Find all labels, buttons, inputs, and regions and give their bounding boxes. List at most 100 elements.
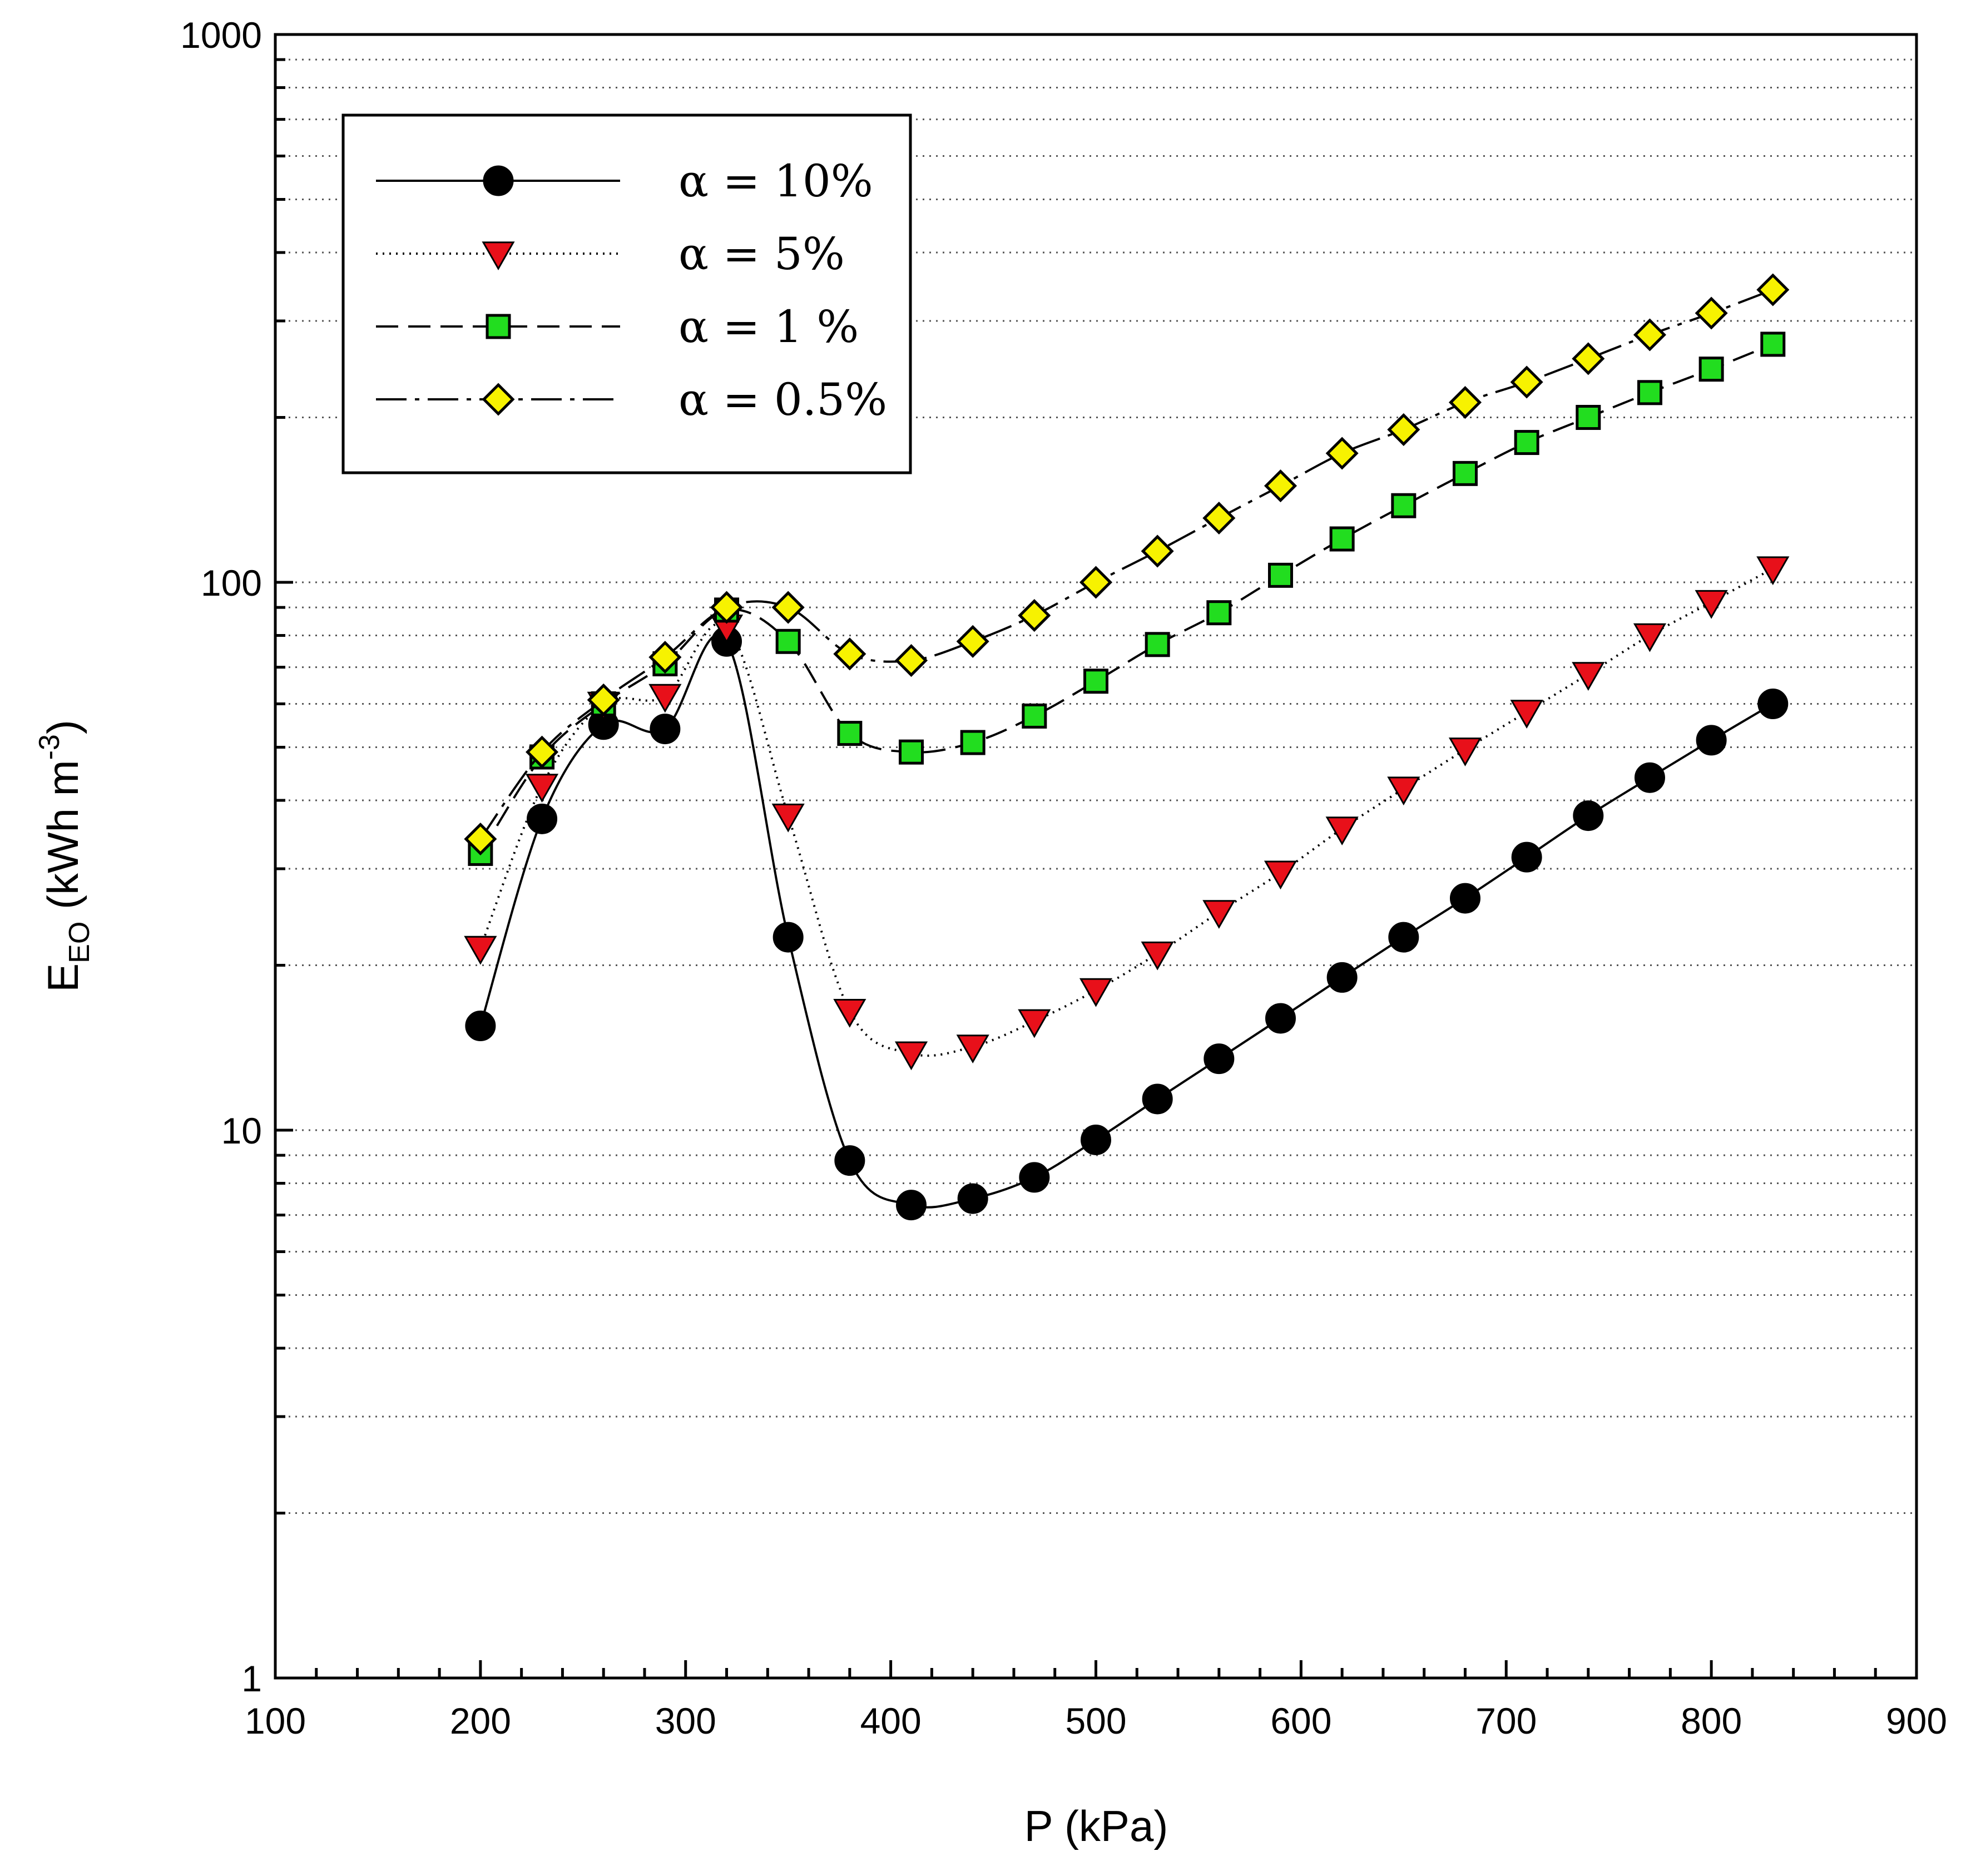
data-point (837, 721, 863, 746)
data-point (1325, 437, 1359, 470)
data-point (775, 628, 801, 654)
data-point (833, 999, 866, 1028)
data-point (956, 1034, 989, 1064)
y-axis-title: EEO (kWh m-3) (33, 720, 96, 992)
legend: α = 10% α = 5% α = 1 % α = 0.5% (341, 113, 912, 474)
data-point (1141, 941, 1174, 971)
data-point (1756, 273, 1790, 306)
legend-marker (482, 383, 515, 416)
legend-entry-1: α = 10% (376, 155, 873, 207)
data-point (525, 774, 559, 803)
data-point (957, 1183, 988, 1214)
data-point (587, 683, 620, 716)
data-point (1633, 318, 1666, 352)
data-point (1572, 662, 1605, 691)
x-tick-label: 500 (1065, 1700, 1126, 1741)
x-tick-label: 400 (860, 1700, 922, 1741)
data-point (1452, 461, 1478, 486)
data-point (1511, 842, 1542, 873)
legend-entry-4: α = 0.5% (376, 374, 887, 425)
data-point (1022, 703, 1047, 729)
data-point (1576, 404, 1601, 430)
legend-box (341, 113, 912, 474)
data-point (1265, 1003, 1296, 1034)
tick-labels: 100 200 300 400 500 600 700 800 900 1 10 100 1000 (180, 14, 1947, 1741)
x-tick-label: 900 (1886, 1700, 1947, 1741)
data-point (1142, 1083, 1173, 1115)
data-point (771, 803, 805, 833)
data-point (648, 641, 682, 674)
data-point (1756, 556, 1790, 586)
legend-marker (483, 165, 514, 196)
data-point (1079, 978, 1113, 1007)
data-point (772, 922, 804, 953)
x-tick-label: 200 (450, 1700, 511, 1741)
data-point (1326, 962, 1358, 993)
data-point (1391, 493, 1417, 518)
series-1 (465, 626, 1789, 1221)
data-point (464, 935, 497, 965)
data-point (1264, 860, 1298, 890)
data-point (1448, 737, 1482, 766)
data-point (464, 822, 497, 856)
data-point (1019, 1162, 1050, 1193)
data-point (1695, 590, 1728, 619)
data-point (1514, 430, 1539, 456)
data-point (1325, 816, 1359, 846)
axis-ticks (274, 33, 1918, 1680)
data-point (1449, 883, 1480, 914)
data-point (899, 739, 924, 765)
y-axis-title-close: ) (38, 720, 87, 734)
data-point (1202, 501, 1236, 535)
data-point (1081, 1124, 1111, 1155)
data-point (1510, 365, 1543, 399)
y-tick-label: 1 (241, 1658, 262, 1699)
data-point (894, 1041, 928, 1071)
data-point (1760, 331, 1786, 357)
legend-label: α = 10% (679, 155, 873, 207)
data-point (833, 637, 866, 671)
data-point (1018, 1009, 1051, 1038)
data-point (1267, 562, 1293, 588)
x-tick-label: 100 (245, 1700, 306, 1741)
data-point (1633, 623, 1667, 652)
data-point (1510, 700, 1543, 729)
data-point (1572, 342, 1605, 375)
data-point (1573, 800, 1604, 831)
y-tick-label: 100 (201, 562, 262, 603)
data-point (527, 803, 558, 834)
data-point (1698, 357, 1724, 382)
data-point (771, 591, 805, 624)
y-tick-label: 1000 (180, 14, 262, 56)
data-point (960, 730, 986, 755)
legend-marker (486, 314, 511, 339)
data-point (1018, 599, 1051, 632)
y-axis-title-superscript: -3 (33, 734, 66, 760)
legend-label: α = 1 % (679, 301, 859, 353)
data-point (1079, 566, 1113, 599)
data-point (834, 1145, 865, 1176)
series-4 (464, 273, 1790, 856)
y-axis-title-unit: (kWh m (38, 760, 87, 921)
data-point (1696, 725, 1727, 756)
legend-label: α = 0.5% (679, 374, 887, 425)
legend-entries: α = 10% α = 5% α = 1 % α = 0.5% (376, 155, 887, 425)
data-point (650, 714, 681, 745)
data-point (1387, 776, 1420, 806)
legend-marker (482, 241, 515, 271)
series-2 (464, 556, 1790, 1071)
series-layer (464, 273, 1790, 1221)
data-point (1264, 469, 1298, 503)
data-point (894, 644, 928, 677)
y-tick-label: 10 (221, 1110, 262, 1151)
x-tick-label: 700 (1475, 1700, 1537, 1741)
data-point (1329, 526, 1355, 552)
data-point (1757, 689, 1789, 720)
data-point (710, 591, 744, 624)
data-point (1145, 632, 1170, 657)
data-point (1083, 669, 1108, 694)
data-point (1388, 922, 1419, 953)
legend-label: α = 5% (679, 228, 845, 280)
svg-text:EEO (kWh m-3): EEO (kWh m-3) (33, 720, 96, 992)
